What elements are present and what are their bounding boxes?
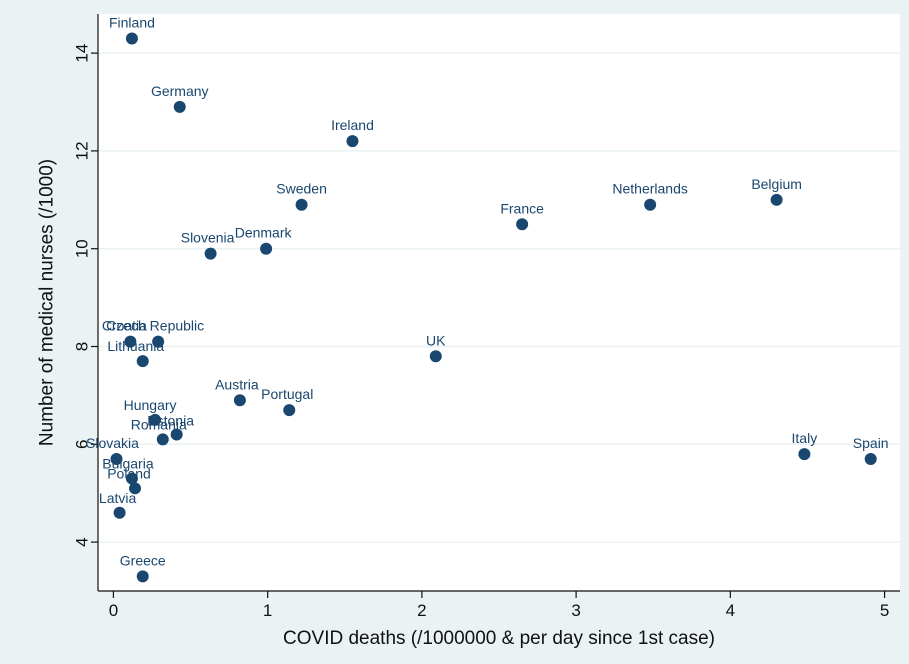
point-netherlands	[644, 198, 657, 211]
point-label: Belgium	[751, 176, 802, 192]
axes	[97, 14, 900, 592]
y-axis-title: Number of medical nurses (/1000)	[37, 159, 58, 446]
point-spain	[864, 452, 877, 465]
point-labels: Finland Germany Ireland Sweden France Netherl…	[86, 14, 889, 568]
point-label: Portugal	[261, 386, 313, 402]
x-tick-label: 5	[880, 601, 889, 620]
point-sweden	[295, 198, 308, 211]
point-ireland	[346, 135, 359, 148]
point-bulgaria	[125, 472, 138, 485]
point-greece	[136, 570, 149, 583]
point-label: Bulgaria	[102, 456, 154, 472]
point-label: Poland	[107, 465, 151, 481]
point-slovakia	[110, 452, 123, 465]
point-label: Spain	[853, 435, 889, 451]
point-czech-republic	[152, 335, 165, 348]
point-label: Czech Republic	[106, 318, 204, 334]
point-label: Ireland	[331, 117, 374, 133]
point-croatia	[124, 335, 137, 348]
point-label: France	[500, 200, 544, 216]
point-poland	[129, 482, 142, 495]
point-label: Slovakia	[86, 435, 139, 451]
point-label: Latvia	[99, 490, 137, 506]
point-latvia	[113, 506, 126, 519]
point-italy	[798, 448, 811, 461]
x-tick-label: 2	[417, 601, 426, 620]
x-tick-label: 3	[571, 601, 580, 620]
point-label: Greece	[120, 552, 166, 568]
point-estonia	[170, 428, 183, 441]
y-tick-label: 14	[73, 44, 92, 63]
x-axis-title: COVID deaths (/1000000 & per day since 1…	[283, 628, 715, 649]
point-portugal	[283, 404, 296, 417]
y-tick-label: 6	[73, 440, 92, 449]
y-tick-label: 12	[73, 141, 92, 160]
point-slovenia	[204, 247, 217, 260]
x-tick-label: 1	[263, 601, 272, 620]
y-tick-label: 4	[73, 537, 92, 546]
point-label: Croatia	[102, 318, 147, 334]
point-denmark	[260, 242, 273, 255]
point-romania	[156, 433, 169, 446]
point-label: Netherlands	[612, 181, 688, 197]
x-tick-label: 0	[109, 601, 118, 620]
point-belgium	[770, 193, 783, 206]
point-germany	[173, 100, 186, 113]
tick-marks	[91, 52, 886, 598]
data-points	[110, 32, 877, 583]
point-label: Hungary	[124, 397, 177, 413]
point-label: Sweden	[276, 181, 327, 197]
point-austria	[233, 394, 246, 407]
plot-area	[98, 14, 900, 591]
point-label: Finland	[109, 14, 155, 30]
point-label: Austria	[215, 376, 259, 392]
point-label: Lithuania	[107, 338, 164, 354]
x-tick-label: 4	[726, 601, 735, 620]
point-france	[516, 218, 529, 231]
point-label: Estonia	[147, 413, 194, 429]
point-label: Denmark	[235, 225, 293, 241]
point-finland	[125, 32, 138, 45]
point-label: Italy	[792, 430, 818, 446]
y-tick-label: 10	[73, 239, 92, 258]
point-lithuania	[136, 355, 149, 368]
point-label: UK	[426, 332, 446, 348]
point-uk	[429, 350, 442, 363]
point-label: Romania	[131, 416, 187, 432]
y-tick-label: 8	[73, 342, 92, 351]
point-label: Germany	[151, 83, 209, 99]
point-hungary	[149, 413, 162, 426]
grid-lines	[98, 52, 900, 543]
point-label: Slovenia	[181, 230, 235, 246]
